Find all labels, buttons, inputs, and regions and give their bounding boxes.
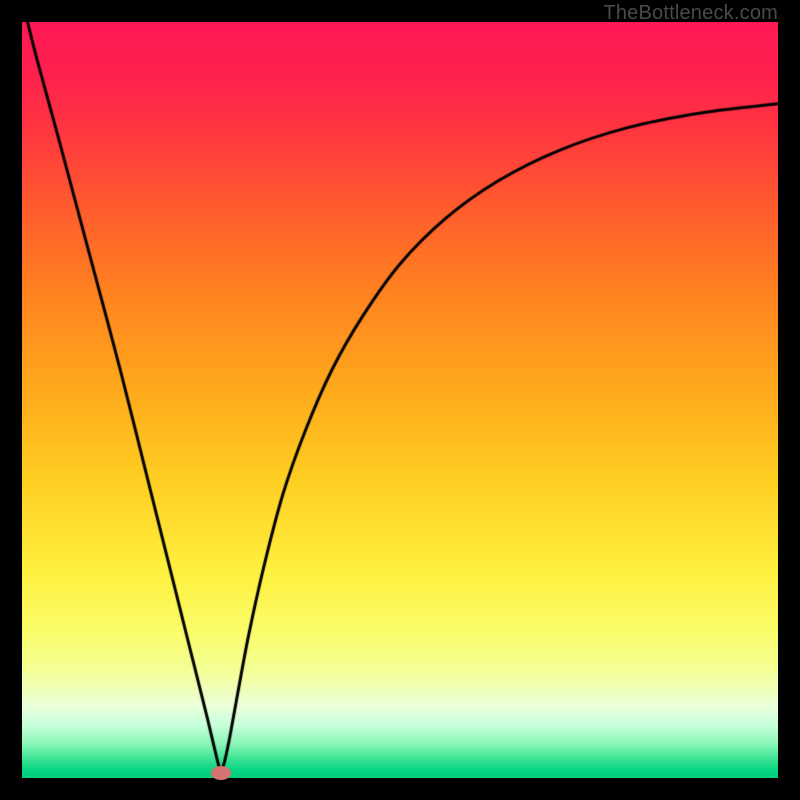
plot-area	[22, 22, 778, 778]
bottleneck-curve	[22, 22, 778, 778]
minimum-marker	[211, 766, 231, 780]
chart-frame: TheBottleneck.com	[0, 0, 800, 800]
